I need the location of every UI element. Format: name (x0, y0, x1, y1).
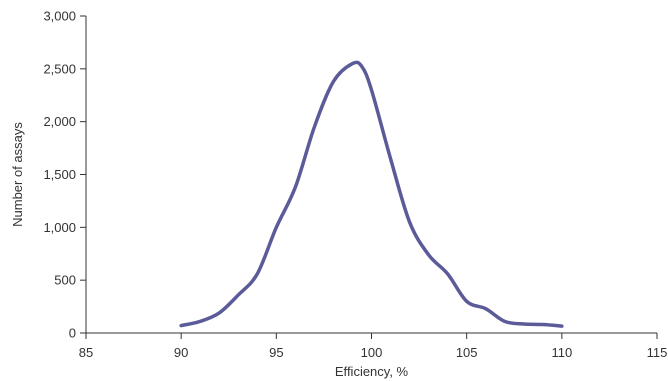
x-tick-label: 115 (647, 345, 668, 360)
y-tick-label: 2,500 (43, 61, 76, 76)
x-tick-label: 100 (361, 345, 383, 360)
x-axis-title: Efficiency, % (335, 364, 409, 379)
y-tick-label: 500 (54, 273, 76, 288)
y-tick-label: 3,000 (43, 9, 76, 24)
x-tick-label: 105 (456, 345, 478, 360)
plot-area (179, 60, 564, 328)
y-tick-label: 1,000 (43, 220, 76, 235)
x-tick-label: 90 (174, 345, 188, 360)
y-axis-title: Number of assays (10, 122, 25, 227)
y-tick-label: 2,000 (43, 114, 76, 129)
axes (85, 16, 657, 334)
series-line (179, 60, 564, 328)
y-tick-label: 1,500 (43, 167, 76, 182)
x-tick-label: 110 (551, 345, 572, 360)
x-tick-label: 85 (79, 345, 93, 360)
y-tick-label: 0 (69, 326, 76, 341)
ticks: 0 500 1,000 1,500 2,000 2,500 3,000 85 90 95 100 10… (43, 9, 667, 361)
x-tick-label: 95 (269, 345, 283, 360)
